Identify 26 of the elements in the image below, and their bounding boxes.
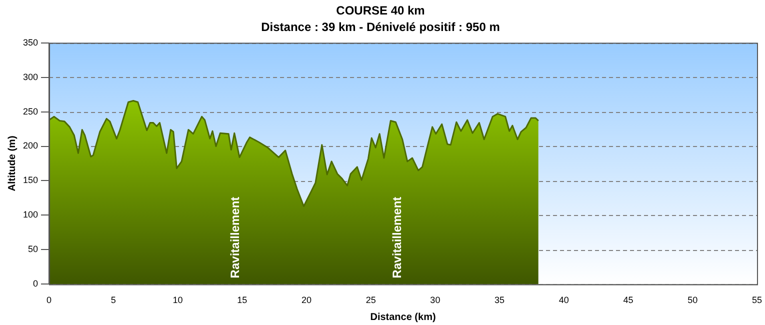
x-tick-label: 40 xyxy=(558,295,569,306)
x-tick-label: 55 xyxy=(752,295,762,306)
annotation: Ravitaillement xyxy=(390,196,404,278)
y-tick-label: 50 xyxy=(28,244,38,254)
x-tick-label: 25 xyxy=(366,295,376,306)
x-tick-label: 5 xyxy=(110,295,116,306)
x-tick-label: 45 xyxy=(623,295,634,306)
y-tick-label: 300 xyxy=(22,72,38,82)
x-tick-label: 50 xyxy=(688,295,698,306)
x-tick-label: 20 xyxy=(301,295,312,306)
chart-subtitle: Distance : 39 km - Dénivelé positif : 950 m xyxy=(261,20,500,34)
y-tick-label: 0 xyxy=(33,278,38,289)
y-axis-title: Altitude (m) xyxy=(6,136,18,192)
x-axis-title: Distance (km) xyxy=(370,312,436,323)
y-tick-label: 250 xyxy=(22,106,38,116)
x-tick-label: 0 xyxy=(46,295,52,306)
x-tick-label: 35 xyxy=(494,295,505,306)
chart-title: COURSE 40 km xyxy=(336,4,425,18)
x-tick-label: 10 xyxy=(172,295,183,306)
annotation: Ravitaillement xyxy=(228,196,242,278)
x-tick-label: 15 xyxy=(237,295,248,306)
y-tick-label: 100 xyxy=(22,210,38,220)
y-tick-label: 350 xyxy=(22,37,38,48)
x-tick-label: 30 xyxy=(430,295,440,306)
y-tick-label: 150 xyxy=(22,175,38,186)
y-tick-label: 200 xyxy=(22,140,38,151)
